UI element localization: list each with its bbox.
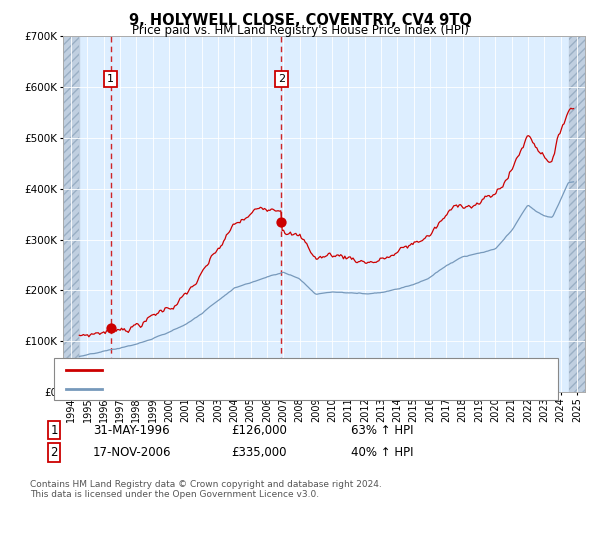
Text: 1: 1 bbox=[50, 423, 58, 437]
Text: HPI: Average price, detached house, Coventry: HPI: Average price, detached house, Cove… bbox=[108, 384, 349, 394]
Polygon shape bbox=[569, 36, 585, 392]
Text: Price paid vs. HM Land Registry's House Price Index (HPI): Price paid vs. HM Land Registry's House … bbox=[131, 24, 469, 37]
Text: 2: 2 bbox=[278, 74, 285, 84]
Text: Contains HM Land Registry data © Crown copyright and database right 2024.
This d: Contains HM Land Registry data © Crown c… bbox=[30, 480, 382, 500]
Text: 9, HOLYWELL CLOSE, COVENTRY, CV4 9TQ (detached house): 9, HOLYWELL CLOSE, COVENTRY, CV4 9TQ (de… bbox=[108, 365, 423, 375]
Text: 17-NOV-2006: 17-NOV-2006 bbox=[93, 446, 172, 459]
Text: 2: 2 bbox=[50, 446, 58, 459]
Point bbox=[277, 217, 286, 226]
Text: 40% ↑ HPI: 40% ↑ HPI bbox=[351, 446, 413, 459]
Text: £335,000: £335,000 bbox=[231, 446, 287, 459]
Text: £126,000: £126,000 bbox=[231, 423, 287, 437]
Text: 9, HOLYWELL CLOSE, COVENTRY, CV4 9TQ: 9, HOLYWELL CLOSE, COVENTRY, CV4 9TQ bbox=[128, 13, 472, 28]
Polygon shape bbox=[63, 36, 79, 392]
Text: 63% ↑ HPI: 63% ↑ HPI bbox=[351, 423, 413, 437]
Text: 1: 1 bbox=[107, 74, 114, 84]
Text: 31-MAY-1996: 31-MAY-1996 bbox=[93, 423, 170, 437]
Point bbox=[106, 324, 115, 333]
